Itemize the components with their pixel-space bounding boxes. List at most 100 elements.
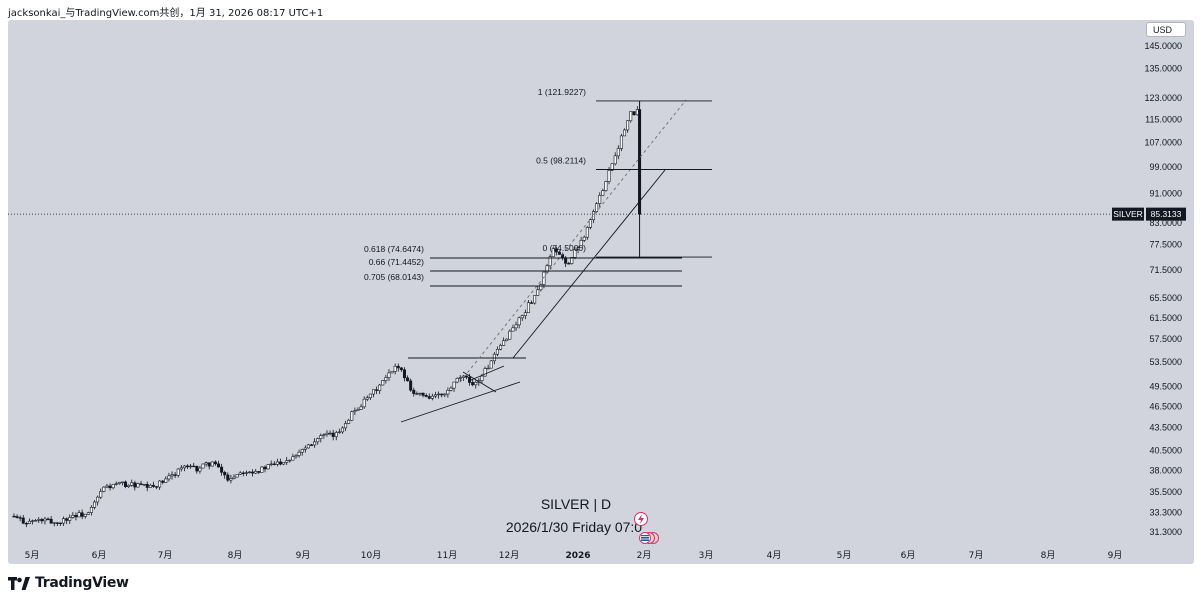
price-tick-label: 123.0000 (1144, 93, 1182, 103)
candle-body (192, 465, 196, 468)
candle-body (241, 472, 245, 474)
candle-body (266, 464, 270, 470)
candle-body (248, 471, 252, 474)
candle-body (536, 289, 540, 296)
candle-body (334, 432, 338, 437)
time-axis[interactable]: 5月 6月 7月 8月 9月 10月 11月 12月 2026 2月 3月 4月 5月 6月 7月 8月 9月 (25, 550, 1123, 561)
candle-body (102, 486, 106, 492)
candle-body (89, 507, 93, 513)
candle-body (492, 353, 496, 362)
candle-body (598, 194, 602, 204)
candle-body (573, 249, 577, 258)
time-tick-label: 7月 (969, 550, 984, 561)
flash-icon[interactable] (634, 512, 648, 526)
candle-body (68, 517, 72, 521)
candle-body (12, 515, 16, 518)
candle-body (275, 461, 279, 465)
candle-body (337, 431, 341, 433)
candle-body (564, 257, 568, 264)
flag-upper-line (462, 371, 497, 393)
price-tick-label: 71.5000 (1149, 265, 1182, 275)
candle-body (142, 483, 146, 486)
candle-body (232, 476, 236, 479)
candle-body (427, 396, 431, 399)
time-tick-label: 12月 (499, 550, 519, 561)
candle-body (217, 463, 221, 468)
candle-body (294, 455, 298, 458)
candle-body (604, 181, 608, 191)
candle-body (548, 256, 552, 267)
candle-body (198, 467, 202, 472)
candle-body (127, 485, 131, 487)
currency-badge[interactable]: USD (1146, 22, 1186, 37)
candle-body (313, 441, 317, 446)
candle-body (471, 382, 475, 386)
price-tick-label: 135.0000 (1144, 64, 1182, 74)
candle-body (588, 219, 592, 228)
candle-body (607, 170, 611, 182)
time-tick-label: 9月 (1108, 550, 1123, 561)
candle-body (458, 377, 462, 379)
symbol-label: SILVER (1113, 209, 1143, 219)
candle-body (80, 512, 84, 517)
candle-body (430, 395, 434, 399)
triangle-lower-trendline (400, 381, 521, 423)
tradingview-logo[interactable]: TradingView (8, 575, 129, 591)
candle-body (49, 518, 53, 524)
chart-header: jacksonkai_与TradingView.com共创，1月 31, 202… (8, 8, 324, 19)
candle-body (409, 380, 413, 391)
candle-body (251, 471, 255, 474)
candle-body (201, 463, 205, 469)
candle-body (46, 518, 50, 521)
candle-body (412, 389, 416, 394)
fib-level-label: 1 (121.9227) (538, 87, 586, 97)
candle-body (468, 376, 472, 383)
candle-body (344, 423, 348, 429)
candle-body (489, 360, 493, 369)
candle-body (21, 517, 25, 524)
candle-body (133, 482, 137, 488)
candle-body (449, 387, 453, 391)
time-tick-label: 11月 (437, 550, 457, 561)
candle-body (362, 398, 366, 408)
candle-body (207, 462, 211, 467)
candle-body (325, 432, 329, 435)
candle-body (523, 312, 527, 316)
candle-body (347, 419, 351, 424)
candle-body (148, 484, 152, 488)
candle-body (120, 481, 124, 484)
candle-body (55, 522, 59, 524)
candle-body (213, 461, 217, 465)
price-axis[interactable]: 145.0000 135.0000 123.0000 115.0000 107.0000… (1144, 41, 1182, 537)
candle-body (244, 472, 248, 474)
candle-body (71, 514, 75, 518)
candle-body (260, 466, 264, 473)
time-tick-label: 2026 (565, 551, 590, 561)
candle-body (533, 295, 537, 304)
us-flag-icon[interactable] (639, 532, 659, 544)
candle-body (554, 248, 558, 253)
price-tick-label: 77.5000 (1149, 240, 1182, 250)
fib-extension-label: 0.705 (68.0143) (364, 272, 424, 282)
candle-body (83, 513, 87, 517)
candle-body (452, 381, 456, 389)
candle-body (322, 434, 326, 436)
price-tick-label: 115.0000 (1145, 114, 1182, 124)
time-tick-label: 6月 (901, 550, 916, 561)
candle-body (99, 491, 103, 498)
price-tick-label: 145.0000 (1144, 41, 1182, 51)
candle-body (390, 371, 394, 374)
price-tick-label: 53.5000 (1149, 357, 1182, 367)
candle-body (381, 380, 385, 386)
fib-level-label: 0 (74.5000) (543, 243, 587, 253)
chart-canvas[interactable]: 1 (121.9227) 0.5 (98.2114) 0 (74.5000) 0.61… (8, 20, 1194, 564)
fib-extension-label: 0.618 (74.6474) (364, 244, 424, 254)
candle-body (530, 302, 534, 304)
candle-body (440, 393, 444, 396)
candle-body (629, 111, 633, 122)
time-tick-label: 4月 (767, 550, 782, 561)
candle-body (62, 518, 66, 524)
candle-body (269, 463, 273, 466)
watermark-datetime: 2026/1/30 Friday 07:0 (506, 519, 642, 535)
chart-panel[interactable]: 1 (121.9227) 0.5 (98.2114) 0 (74.5000) 0.61… (8, 20, 1194, 564)
